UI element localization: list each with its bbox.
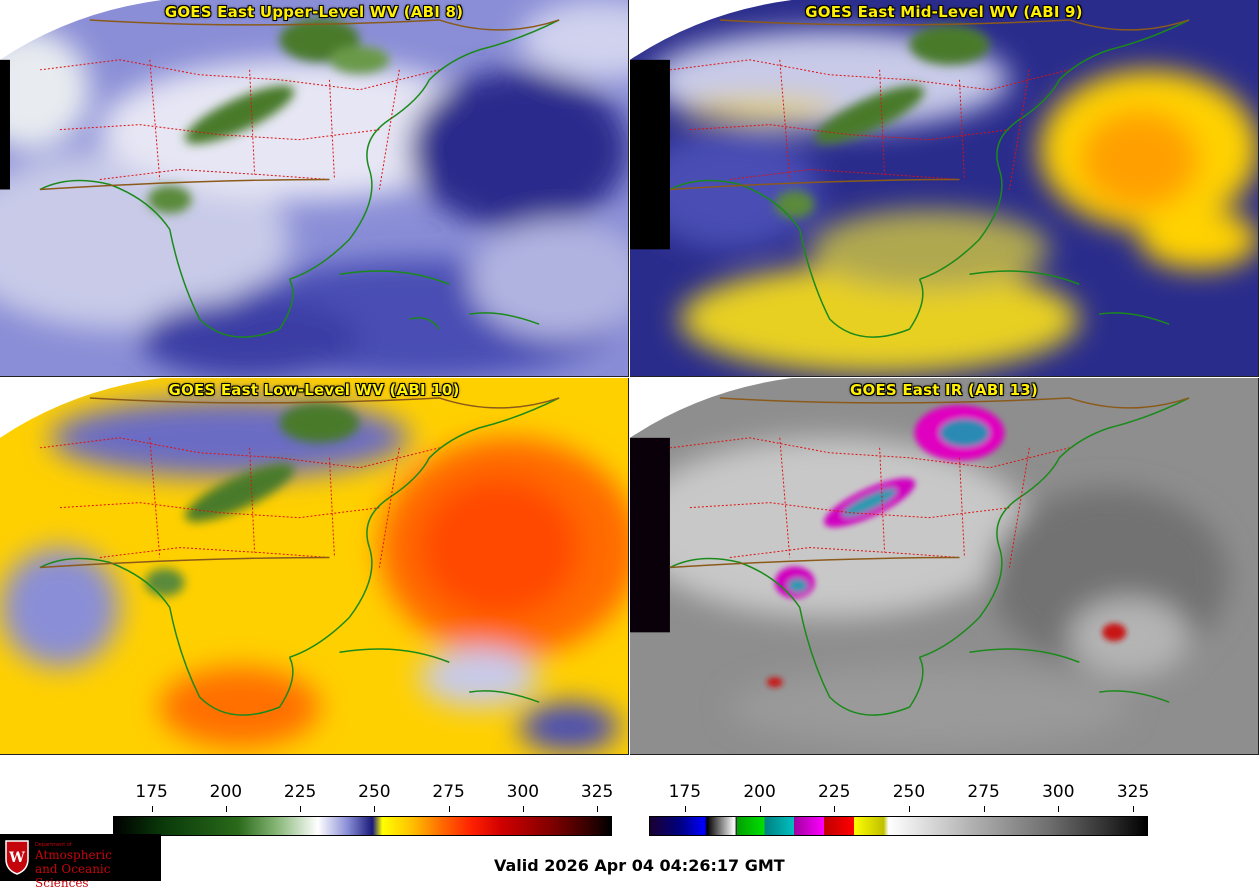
- ir-tick-mark: [684, 806, 686, 812]
- wv-tick-mark: [522, 806, 524, 812]
- colorbar-wv: 175 200 225 250 275 300 325: [113, 780, 614, 838]
- wv-tick-label: 325: [580, 782, 614, 802]
- wv-tick-label: 250: [358, 782, 391, 802]
- colorbar-ir-ticks: 175 200 225 250 275 300 325: [649, 780, 1150, 806]
- ir-tick-mark: [908, 806, 910, 812]
- logo-line1: Atmospheric: [35, 848, 112, 862]
- ir-tick-mark: [1058, 806, 1060, 812]
- ir-tick-mark: [834, 806, 836, 812]
- wv-tick-mark: [300, 806, 302, 812]
- low-level-wv-image: [0, 378, 628, 754]
- ir-tick-label: 275: [967, 782, 1000, 802]
- upper-level-wv-image: [0, 0, 628, 376]
- panel-upper-level-wv: GOES East Upper-Level WV (ABI 8): [0, 0, 629, 377]
- wv-tick-mark: [225, 806, 227, 812]
- wv-tick-mark: [151, 806, 153, 812]
- ir-tick-label: 325: [1116, 782, 1150, 802]
- colorbar-ir: 175 200 225 250 275 300 325: [649, 780, 1150, 838]
- logo-dept: Department of: [35, 842, 72, 848]
- panel-low-level-wv: GOES East Low-Level WV (ABI 10): [0, 378, 629, 755]
- ir-tick-mark: [759, 806, 761, 812]
- panel-mid-level-wv: GOES East Mid-Level WV (ABI 9): [630, 0, 1259, 377]
- wv-tick-label: 225: [283, 782, 317, 802]
- wv-tick-mark: [374, 806, 376, 812]
- panel-ir: GOES East IR (ABI 13): [630, 378, 1259, 755]
- wv-tick-label: 275: [432, 782, 465, 802]
- ir-tick-label: 225: [818, 782, 851, 802]
- wv-tick-mark: [597, 806, 599, 812]
- panel-title: GOES East Mid-Level WV (ABI 9): [805, 3, 1083, 21]
- colorbar-wv-gradient: [113, 816, 612, 836]
- ir-tick-label: 175: [668, 782, 702, 802]
- ir-tick-label: 300: [1042, 782, 1075, 802]
- wv-tick-label: 300: [506, 782, 540, 802]
- colorbar-wv-ticks: 175 200 225 250 275 300 325: [113, 780, 614, 806]
- wv-tick-mark: [448, 806, 450, 812]
- colorbar-ir-gradient: [649, 816, 1148, 836]
- mid-level-wv-image: [630, 0, 1258, 376]
- aos-logo: W Department of Atmospheric and Oceanic …: [0, 834, 161, 890]
- panel-title: GOES East Low-Level WV (ABI 10): [168, 381, 460, 399]
- ir-tick-label: 250: [892, 782, 926, 802]
- panel-title: GOES East Upper-Level WV (ABI 8): [164, 3, 464, 21]
- svg-text:W: W: [8, 850, 25, 866]
- ir-tick-label: 200: [743, 782, 776, 802]
- panel-title: GOES East IR (ABI 13): [849, 381, 1038, 399]
- wv-tick-label: 200: [209, 782, 243, 802]
- ir-tick-mark: [1133, 806, 1135, 812]
- ir-image: [630, 378, 1258, 754]
- valid-time: Valid 2026 Apr 04 04:26:17 GMT: [494, 856, 785, 875]
- logo-line2: and Oceanic Sciences: [35, 862, 111, 890]
- ir-tick-mark: [983, 806, 985, 812]
- wv-tick-label: 175: [135, 782, 168, 802]
- uw-crest-icon: W: [5, 840, 29, 875]
